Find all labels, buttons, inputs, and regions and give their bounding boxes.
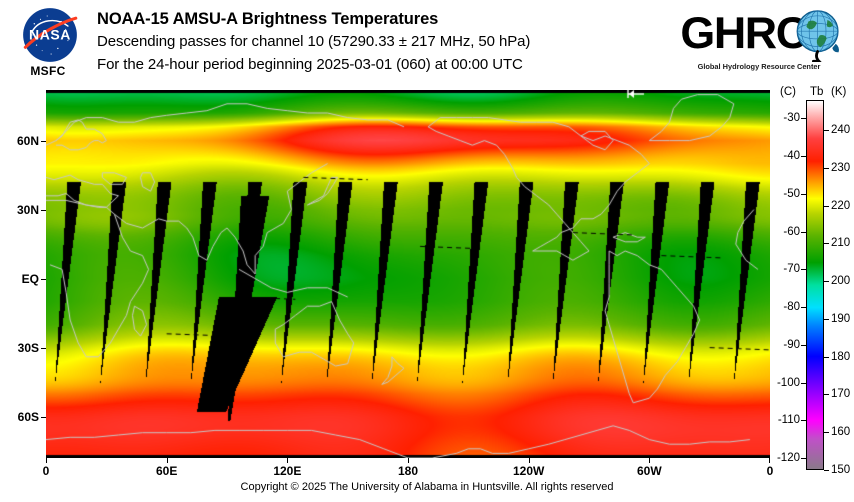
colorbar-kelvin-label: 160 (831, 426, 851, 439)
colorbar-celsius-label: -100 (776, 376, 800, 389)
longitude-tick-label: 120E (273, 464, 302, 478)
longitude-tick-label: 0 (766, 464, 774, 478)
longitude-tick-label: 120W (512, 464, 545, 478)
figure-subtitle-channel: Descending passes for channel 10 (57290.… (97, 33, 531, 50)
longitude-tick-label: 60E (155, 464, 178, 478)
longitude-tick (408, 458, 409, 463)
colorbar-kelvin-label: 230 (831, 161, 851, 174)
longitude-tick (528, 458, 530, 463)
colorbar-celsius-label: -110 (777, 414, 800, 427)
colorbar-kelvin-tick (824, 356, 829, 358)
map-plot-area (46, 90, 770, 458)
nasa-logo: NASA MSFC (8, 6, 88, 82)
latitude-tick-label: 30S (17, 340, 39, 355)
copyright-notice: Copyright © 2025 The University of Alaba… (240, 481, 614, 493)
colorbar-kelvin-label: 220 (831, 199, 851, 212)
figure-subtitle-period: For the 24-hour period beginning 2025-03… (97, 56, 523, 73)
longitude-tick-label: 0 (42, 464, 50, 478)
colorbar-celsius-label: -80 (783, 301, 800, 314)
longitude-tick (287, 458, 289, 463)
colorbar-kelvin-tick (824, 243, 829, 245)
colorbar-celsius-label: -70 (783, 263, 800, 276)
ghrc-wordmark-icon: GHRC (680, 8, 839, 62)
figure-title: NOAA-15 AMSU-A Brightness Temperatures (97, 10, 439, 28)
colorbar-celsius-tick (801, 420, 806, 422)
latitude-tick (41, 416, 46, 418)
nasa-meatball-icon: NASA (23, 8, 78, 62)
colorbar-variable-header: Tb (810, 86, 824, 98)
colorbar-gradient (806, 100, 824, 470)
colorbar-celsius-tick (801, 193, 806, 195)
latitude-tick-label: 30N (16, 202, 39, 217)
colorbar-celsius-label: -90 (783, 338, 800, 351)
colorbar-kelvin-label: 240 (831, 124, 851, 137)
colorbar-celsius-header: (C) (780, 86, 796, 98)
colorbar-kelvin-label: 190 (831, 312, 851, 325)
colorbar-kelvin-label: 150 (831, 464, 851, 476)
svg-text:NASA: NASA (29, 26, 71, 42)
colorbar-celsius-tick (801, 231, 806, 233)
latitude-tick (41, 140, 46, 142)
colorbar-celsius-label: -120 (776, 452, 800, 465)
ghrc-tagline: Global Hydrology Resource Center (697, 62, 821, 71)
colorbar-kelvin-label: 210 (831, 237, 851, 250)
latitude-tick (41, 347, 46, 349)
colorbar-celsius-tick (801, 382, 806, 384)
latitude-tick-label: EQ (21, 271, 39, 286)
colorbar-kelvin-header: (K) (831, 86, 847, 98)
colorbar-kelvin-tick (824, 394, 829, 396)
colorbar-kelvin-tick (824, 432, 829, 434)
colorbar-celsius-tick (801, 118, 806, 120)
colorbar-kelvin-tick (824, 205, 829, 207)
latitude-tick-label: 60S (17, 409, 39, 424)
longitude-tick (769, 458, 770, 463)
longitude-tick (46, 458, 47, 463)
latitude-tick-label: 60N (16, 133, 39, 148)
svg-text:GHRC: GHRC (680, 8, 807, 58)
latitude-tick (41, 278, 46, 280)
figure-header: NASA MSFC NOAA-15 AMSU-A Brightness Temp… (0, 0, 854, 86)
longitude-axis: 0 60E 120E 180 120W 60W 0 (42, 458, 773, 484)
colorbar-celsius-label: -40 (783, 150, 800, 163)
colorbar-celsius-tick (801, 344, 806, 346)
colorbar-kelvin-tick (824, 130, 829, 132)
colorbar-celsius-tick (801, 458, 806, 460)
longitude-tick-label: 60W (636, 464, 662, 478)
colorbar-legend: (C) Tb (K) -30 -40 -50 -60 -70 -80 -90 -100 -110… (776, 86, 854, 478)
colorbar-celsius-label: -30 (783, 112, 800, 125)
ghrc-logo: GHRC Global Hydrology Res (679, 6, 847, 78)
colorbar-celsius-label: -50 (783, 187, 800, 200)
colorbar-kelvin-label: 200 (831, 275, 851, 288)
latitude-tick (41, 209, 46, 211)
brightness-temperature-map (46, 90, 770, 458)
longitude-tick-label: 180 (397, 464, 419, 478)
colorbar-kelvin-label: 180 (831, 350, 851, 363)
colorbar-celsius-label: -60 (783, 225, 800, 238)
colorbar-kelvin-tick (824, 281, 829, 283)
colorbar-celsius-tick (801, 156, 806, 158)
nasa-center-label: MSFC (30, 64, 66, 78)
colorbar-kelvin-label: 170 (831, 388, 851, 401)
colorbar-celsius-tick (801, 307, 806, 309)
colorbar-celsius-tick (801, 269, 806, 271)
colorbar-kelvin-tick (824, 470, 829, 471)
longitude-tick (166, 458, 168, 463)
colorbar-kelvin-tick (824, 318, 829, 320)
longitude-tick (649, 458, 651, 463)
latitude-axis: 60N 30N EQ 30S 60S (0, 90, 46, 458)
colorbar-kelvin-tick (824, 167, 829, 169)
